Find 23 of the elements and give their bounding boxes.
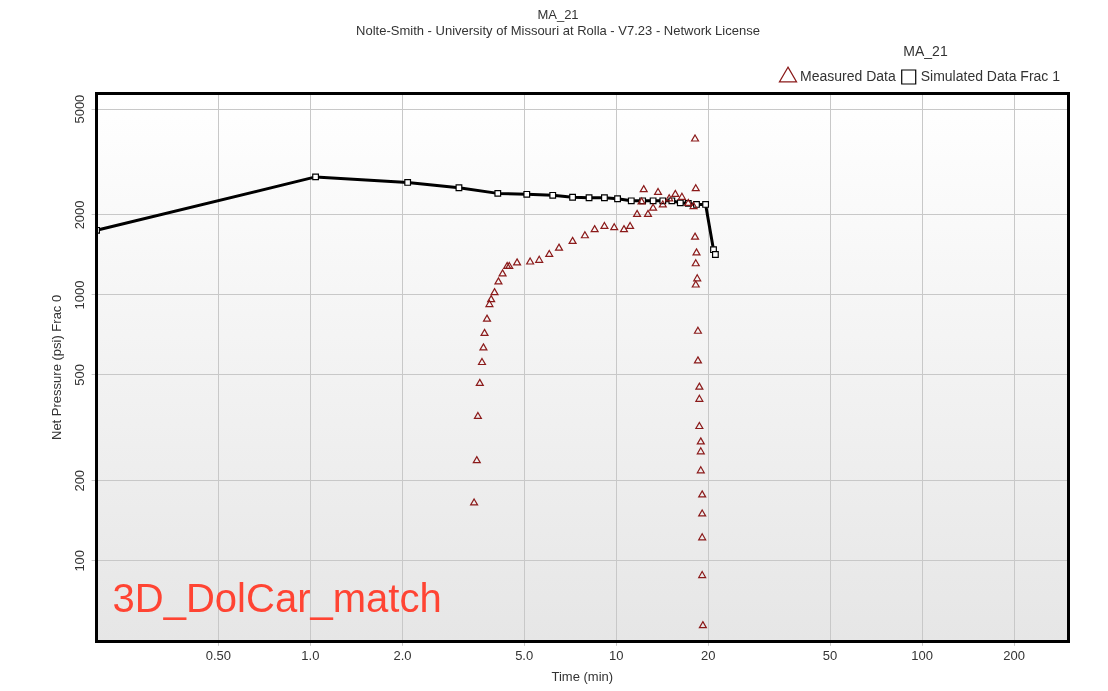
y-tick-label: 1000 bbox=[72, 280, 88, 310]
x-tick-label: 200 bbox=[1003, 648, 1025, 664]
x-tick-label: 2.0 bbox=[393, 648, 412, 664]
y-tick-label: 100 bbox=[72, 549, 88, 572]
y-axis-title: Net Pressure (psi) Frac 0 bbox=[49, 294, 65, 440]
x-axis-title: Time (min) bbox=[551, 668, 614, 684]
x-tick-label: 1.0 bbox=[301, 648, 320, 664]
x-tick-label: 50 bbox=[822, 648, 838, 664]
y-tick-label: 200 bbox=[72, 469, 88, 492]
y-tick-label: 500 bbox=[72, 364, 88, 386]
chart-subtitle: Nolte-Smith - University of Missouri at Rolla - V7.23 - Network License bbox=[356, 22, 760, 38]
chart-title: MA_21 bbox=[537, 7, 579, 23]
legend-label: Simulated Data Frac 1 bbox=[920, 67, 1061, 84]
x-tick-label: 20 bbox=[701, 648, 716, 664]
x-tick-label: 5.0 bbox=[515, 648, 534, 664]
x-tick-label: 10 bbox=[608, 648, 624, 664]
y-tick-label: 2000 bbox=[72, 200, 88, 230]
x-tick-label: 100 bbox=[911, 648, 933, 664]
y-tick-label: 5000 bbox=[72, 94, 88, 124]
annotation: 3D_DolCar_match bbox=[112, 575, 442, 620]
x-tick-label: 0.50 bbox=[205, 648, 231, 664]
legend-label: Measured Data bbox=[800, 67, 896, 84]
legend-title: MA_21 bbox=[903, 43, 948, 60]
